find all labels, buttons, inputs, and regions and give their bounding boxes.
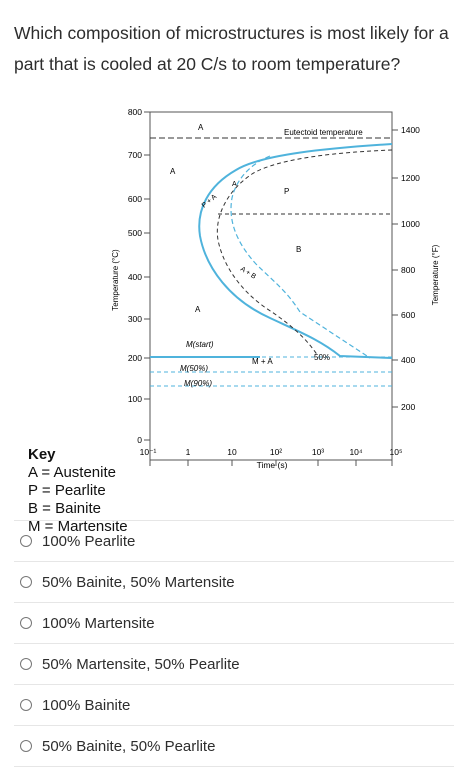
x-axis: 10⁻¹ 1 10 10² 10³ 10⁴ 10⁵ Time (s): [140, 447, 403, 470]
radio-button[interactable]: [20, 576, 32, 588]
key-item: P = Pearlite: [28, 482, 106, 499]
start-curve: [198, 143, 393, 359]
x-tick: 1: [186, 447, 191, 457]
key-title: Key: [28, 446, 56, 463]
label-fifty-pct: 50%: [314, 353, 330, 362]
answer-option[interactable]: 100% Martensite: [14, 603, 454, 644]
x-tick: 10⁻¹: [140, 447, 157, 457]
answer-label: 50% Bainite, 50% Martensite: [42, 573, 235, 591]
left-tick: 800: [128, 107, 142, 117]
right-tick: 1000: [401, 219, 420, 229]
left-tick: 500: [128, 228, 142, 238]
key-item: M = Martensite: [28, 518, 128, 535]
right-tick: 1200: [401, 173, 420, 183]
label-a-top: A: [198, 123, 204, 132]
ttt-diagram: 800 700 600 500 400 300 200 100 0 Temper…: [0, 100, 468, 535]
left-tick: 700: [128, 150, 142, 160]
left-tick: 200: [128, 353, 142, 363]
right-tick: 400: [401, 355, 415, 365]
label-a-plus-p: A: [232, 181, 237, 188]
right-tick: 1400: [401, 125, 420, 135]
label-a-plus-b: A + B: [239, 266, 257, 281]
question-text: Which composition of microstructures is …: [14, 23, 449, 74]
right-axis-label: Temperature (°F): [431, 244, 440, 305]
label-a-mid: A: [195, 305, 201, 314]
label-m-plus-a: M + A: [252, 357, 273, 366]
answer-option[interactable]: 50% Bainite, 50% Martensite: [14, 562, 454, 603]
finish-curve: [230, 155, 371, 359]
label-eutectoid: Eutectoid temperature: [284, 128, 363, 137]
x-tick: 10⁴: [349, 447, 362, 457]
left-tick: 400: [128, 272, 142, 282]
answer-option[interactable]: 100% Pearlite: [14, 520, 454, 562]
left-tick: 300: [128, 314, 142, 324]
right-axis: 1400 1200 1000 800 600 400 200 Temperatu…: [392, 125, 440, 412]
x-tick: 10²: [270, 447, 282, 457]
x-tick: 10³: [312, 447, 324, 457]
radio-button[interactable]: [20, 740, 32, 752]
key-legend: Key A = Austenite P = Pearlite B = Baini…: [28, 446, 128, 536]
right-tick: 600: [401, 310, 415, 320]
answer-option[interactable]: 100% Bainite: [14, 685, 454, 726]
left-tick: 0: [137, 435, 142, 445]
radio-button[interactable]: [20, 658, 32, 670]
x-axis-label: Time (s): [257, 460, 288, 470]
plot-frame: [149, 111, 393, 461]
x-tick: 10: [227, 447, 237, 457]
answer-label: 100% Bainite: [42, 696, 131, 714]
answer-option[interactable]: 50% Bainite, 50% Pearlite: [14, 726, 454, 767]
left-axis: 800 700 600 500 400 300 200 100 0 Temper…: [111, 107, 150, 445]
x-tick: 10⁵: [390, 447, 403, 457]
left-tick: 600: [128, 194, 142, 204]
fifty-percent-curve: [216, 149, 393, 357]
key-item: B = Bainite: [28, 500, 101, 517]
radio-button[interactable]: [20, 699, 32, 711]
right-tick: 200: [401, 402, 415, 412]
label-m-start: M(start): [186, 340, 214, 349]
label-b: B: [296, 245, 301, 254]
answer-label: 50% Martensite, 50% Pearlite: [42, 655, 240, 673]
label-p-plus-a: P + A: [201, 193, 219, 209]
answer-label: 100% Martensite: [42, 614, 155, 632]
left-axis-label: Temperature (°C): [111, 249, 120, 311]
key-item: A = Austenite: [28, 464, 116, 481]
right-tick: 800: [401, 265, 415, 275]
answer-label: 50% Bainite, 50% Pearlite: [42, 737, 216, 755]
answer-options: 100% Pearlite 50% Bainite, 50% Martensit…: [14, 520, 454, 767]
label-p: P: [284, 187, 289, 196]
answer-label: 100% Pearlite: [42, 532, 136, 550]
radio-button[interactable]: [20, 535, 32, 547]
label-m90: M(90%): [184, 379, 212, 388]
label-m50: M(50%): [180, 364, 208, 373]
label-a-upper: A: [170, 167, 176, 176]
answer-option[interactable]: 50% Martensite, 50% Pearlite: [14, 644, 454, 685]
radio-button[interactable]: [20, 617, 32, 629]
left-tick: 100: [128, 394, 142, 404]
ttt-diagram-svg: 800 700 600 500 400 300 200 100 0 Temper…: [111, 107, 440, 470]
